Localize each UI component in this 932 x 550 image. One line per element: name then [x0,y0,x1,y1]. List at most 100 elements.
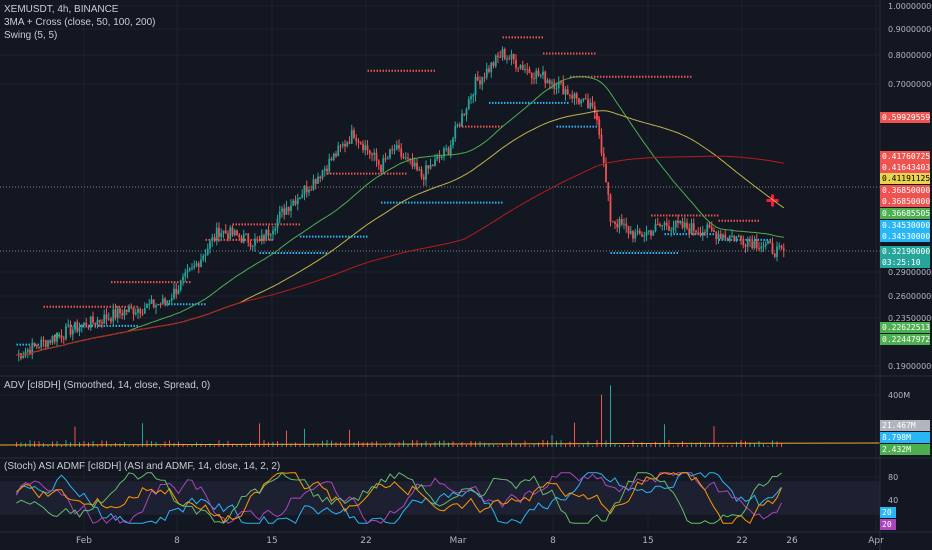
candle-body [377,160,380,165]
candle-body [652,230,655,236]
candle-body [546,80,549,84]
candle-body [125,309,128,313]
candle-body [265,229,268,241]
candle-body [609,194,612,222]
candle-body [182,276,184,281]
candle-body [560,81,562,83]
candle-body [557,81,560,89]
candle-body [758,247,760,249]
osc-value-tag: 20 [880,519,896,530]
price-tick: 0.19000000 [888,362,932,371]
candle-body [589,102,592,109]
candle-body [71,329,74,335]
candle-body [348,142,351,144]
candle-body [506,58,508,60]
candle-body [762,245,765,247]
candle-body [67,324,70,327]
candle-body [303,185,306,195]
candle-body [431,164,434,167]
candle-body [708,224,711,228]
candle-body [110,318,112,322]
candle-body [281,208,283,212]
candle-body [179,280,182,290]
asi-indicator-label[interactable]: (Stoch) ASI ADMF [cI8DH] (ASI and ADMF, … [4,461,281,472]
candle-body [53,335,56,342]
adv-indicator-label[interactable]: ADV [cI8DH] (Smoothed, 14, close, Spread… [4,380,211,391]
candle-body [456,124,459,127]
candle-body [373,152,376,155]
candle-body [636,230,639,233]
candle-body [593,106,596,114]
candle-body [751,241,754,249]
candle-body [152,299,155,308]
candle-body [551,82,553,84]
candle-body [683,222,686,228]
candle-body [767,241,769,244]
candle-body [337,145,340,157]
candle-body [382,158,385,172]
candle-body [364,145,367,151]
candle-body [526,69,529,71]
candle-body [404,157,407,159]
candle-body [60,335,63,339]
candle-body [422,176,425,180]
candle-body [575,93,578,99]
candle-body [679,221,682,223]
candle-body [438,156,441,158]
candle-body [672,227,675,231]
candle-body [778,245,781,247]
candle-body [193,265,196,268]
candle-body [722,234,724,239]
candle-body [413,162,416,167]
candle-body [202,255,205,260]
candle-body [542,71,544,76]
candle-body [254,238,256,246]
candle-body [290,205,292,211]
price-tag: 0.22622513 [880,322,930,333]
candle-body [195,263,198,266]
candle-body [285,207,288,215]
candle-body [724,234,727,238]
candle-body [245,233,247,235]
candle-body [596,113,598,120]
candle-body [555,88,558,90]
candle-body [107,318,110,320]
ma-indicator-label[interactable]: 3MA + Cross (close, 50, 100, 200) [4,17,156,28]
swing-indicator-label[interactable]: Swing (5, 5) [4,30,58,41]
candle-body [508,58,511,60]
candle-body [233,230,236,236]
candle-body [116,308,119,318]
candle-body [755,240,758,248]
candle-body [488,68,490,72]
candle-body [521,65,524,70]
candle-body [463,113,466,115]
grid [0,0,880,532]
candle-body [692,223,695,231]
candle-body [310,189,313,191]
adv-value-tag: 8.798M [880,432,930,443]
candle-body [742,238,745,245]
candle-body [215,227,218,241]
time-tick: 15 [642,536,654,546]
candle-body [533,78,535,80]
candle-body [719,234,722,239]
candle-body [728,235,731,240]
candle-body [44,340,47,348]
osc-line [16,472,782,524]
candle-body [274,228,277,231]
candle-body [746,240,749,247]
osc-line [16,472,782,524]
candle-body [449,145,452,155]
candle-body [749,240,751,242]
candle-body [467,99,470,110]
candle-body [213,237,216,241]
candle-body [312,179,315,190]
candle-body [209,241,211,249]
candle-body [380,164,382,172]
price-tag: 0.34530000 [880,231,930,242]
candle-body [483,77,486,79]
candle-body [677,220,679,223]
price-tick: 0.70000000 [888,80,932,89]
time-tick: 22 [360,536,372,546]
